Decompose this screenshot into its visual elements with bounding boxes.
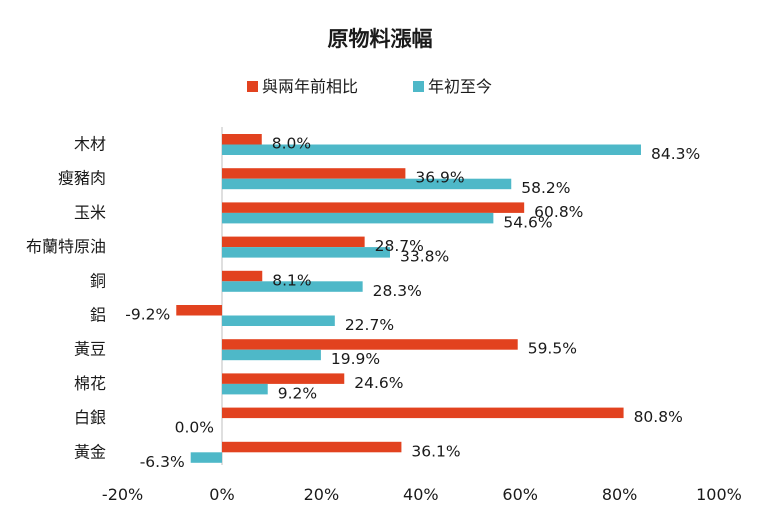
chart-legend: 與兩年前相比 年初至今 bbox=[247, 77, 492, 96]
category-label: 玉米 bbox=[74, 203, 106, 222]
bar bbox=[222, 178, 512, 190]
bar bbox=[222, 212, 494, 224]
data-label: 8.0% bbox=[272, 135, 311, 153]
bar bbox=[222, 144, 641, 155]
category-label: 鋁 bbox=[90, 306, 106, 325]
bar bbox=[222, 236, 365, 248]
category-label: 銅 bbox=[90, 271, 106, 290]
bar bbox=[222, 270, 263, 282]
data-label: 24.6% bbox=[354, 374, 403, 392]
legend-swatch bbox=[247, 81, 258, 92]
category-label: 布蘭特原油 bbox=[26, 237, 106, 256]
bar bbox=[190, 452, 222, 463]
category-label: 白銀 bbox=[74, 408, 106, 427]
x-tick-label: 20% bbox=[304, 485, 340, 504]
data-label: 36.1% bbox=[411, 442, 460, 460]
data-label: 58.2% bbox=[521, 179, 570, 197]
bars bbox=[176, 134, 641, 463]
x-tick-label: 40% bbox=[403, 485, 439, 504]
category-label: 棉花 bbox=[74, 374, 106, 393]
data-label: 80.8% bbox=[634, 408, 683, 426]
category-label: 瘦豬肉 bbox=[58, 169, 106, 188]
bar bbox=[222, 339, 518, 350]
bar bbox=[176, 305, 222, 316]
bar bbox=[222, 168, 406, 179]
x-tick-label: 100% bbox=[696, 485, 742, 504]
data-label: 22.7% bbox=[345, 316, 394, 334]
legend-label: 與兩年前相比 bbox=[262, 77, 358, 96]
bar bbox=[222, 134, 262, 145]
x-axis-tick-labels: -20% 0% 20% 40% 60% 80% 100% bbox=[102, 485, 742, 504]
data-label: 8.1% bbox=[272, 271, 311, 289]
x-tick-label: 60% bbox=[502, 485, 538, 504]
bar bbox=[222, 383, 268, 395]
data-label: 84.3% bbox=[651, 145, 700, 163]
data-label: 0.0% bbox=[175, 419, 214, 437]
bar bbox=[222, 349, 321, 361]
data-label: 28.3% bbox=[373, 282, 422, 300]
data-label: 19.9% bbox=[331, 350, 380, 368]
data-label: -6.3% bbox=[140, 453, 185, 471]
data-label: 9.2% bbox=[278, 384, 317, 402]
data-label: 28.7% bbox=[375, 237, 424, 255]
legend-label: 年初至今 bbox=[428, 77, 492, 96]
category-label: 黃金 bbox=[74, 442, 106, 461]
bar bbox=[222, 407, 624, 419]
bar bbox=[222, 441, 402, 453]
bar bbox=[222, 202, 525, 213]
legend-swatch bbox=[413, 81, 424, 92]
x-tick-label: 0% bbox=[209, 485, 234, 504]
category-label: 木材 bbox=[74, 135, 106, 154]
data-label: 60.8% bbox=[534, 203, 583, 221]
data-label: 33.8% bbox=[400, 248, 449, 266]
x-tick-label: 80% bbox=[602, 485, 638, 504]
chart-title: 原物料漲幅 bbox=[328, 27, 433, 51]
bar bbox=[222, 281, 363, 292]
data-labels: 8.0% 84.3% 36.9% 58.2% 60.8%54.6% 28.7%33.8% 8… bbox=[125, 135, 700, 471]
data-label: 54.6% bbox=[503, 213, 552, 231]
data-label: 36.9% bbox=[415, 169, 464, 187]
data-label: -9.2% bbox=[125, 306, 170, 324]
data-label: 59.5% bbox=[528, 340, 577, 358]
category-label: 黃豆 bbox=[74, 340, 106, 359]
bar bbox=[222, 315, 335, 326]
x-tick-label: -20% bbox=[102, 485, 143, 504]
bar bbox=[222, 373, 345, 384]
bar bbox=[222, 247, 390, 258]
